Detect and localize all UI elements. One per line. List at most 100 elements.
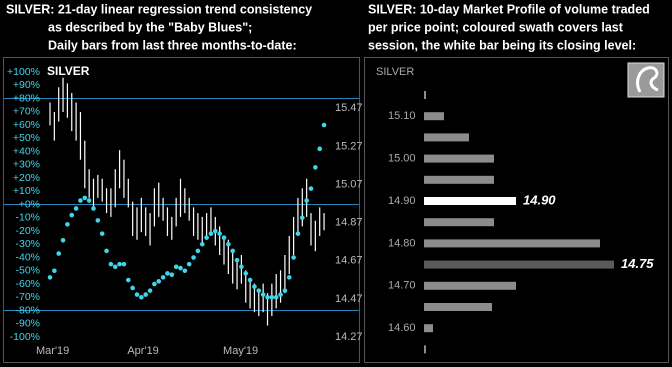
chart-title: as described by the "Baby Blues"; — [48, 20, 252, 34]
bar — [424, 91, 426, 99]
baby-blue-dot — [317, 146, 323, 152]
baby-blue-dot — [204, 235, 209, 240]
y-tick-label: -20% — [15, 225, 40, 237]
bar — [424, 303, 492, 311]
baby-blue-dot — [121, 261, 127, 267]
baby-blue-dot — [260, 292, 266, 297]
bar — [424, 218, 494, 227]
baby-blue-dot — [91, 206, 96, 211]
y-tick-label: 14.80 — [388, 237, 416, 249]
baby-blue-dot — [95, 218, 101, 223]
right-panel — [364, 57, 669, 363]
bar — [424, 133, 469, 142]
y-tick-label: +40% — [13, 145, 40, 157]
baby-blue-dot — [308, 186, 314, 191]
baby-blue-dot — [199, 241, 205, 247]
y-tick-label: -50% — [15, 265, 40, 277]
baby-blue-dot — [139, 294, 144, 300]
baby-blue-dot — [117, 261, 122, 267]
y-tick-label: -30% — [15, 238, 40, 250]
baby-blue-dot — [112, 264, 118, 270]
baby-blue-dot — [156, 279, 162, 284]
y-tick-label: +30% — [13, 159, 40, 171]
baby-blue-dot — [52, 268, 57, 274]
baby-blue-dot — [65, 222, 70, 227]
y2-tick-label: 14.67 — [335, 255, 363, 267]
baby-blue-dot — [291, 255, 296, 260]
y2-tick-label: 15.27 — [335, 140, 363, 152]
bar — [424, 324, 433, 333]
chart-title: SILVER: 21-day linear regression trend c… — [6, 2, 312, 16]
baby-blue-dot — [243, 271, 249, 276]
baby-blue-dot — [213, 228, 218, 234]
baby-blue-dot — [147, 288, 153, 293]
baby-blue-dot — [143, 292, 148, 297]
x-tick-label: May'19 — [223, 345, 258, 357]
y-tick-label: -60% — [15, 278, 40, 290]
chart-label: SILVER — [376, 66, 414, 78]
chart-title: SILVER: 10-day Market Profile of volume … — [368, 2, 650, 16]
bar-label: 14.90 — [523, 192, 556, 207]
baby-blue-dot — [313, 165, 318, 170]
baby-blue-dot — [165, 271, 170, 276]
y-tick-label: +10% — [13, 185, 40, 197]
baby-blue-dot — [295, 231, 301, 236]
baby-blue-dot — [321, 122, 327, 128]
x-tick-label: Apr'19 — [127, 345, 158, 357]
baby-blue-dot — [234, 257, 240, 263]
baby-blue-dot — [134, 292, 140, 297]
chart-title: session, the white bar being its closing… — [368, 38, 636, 52]
baby-blue-dot — [108, 261, 114, 267]
baby-blue-dot — [300, 215, 305, 221]
baby-blue-dot — [152, 281, 157, 287]
baby-blue-dot — [230, 248, 235, 254]
baby-blue-dot — [191, 255, 196, 260]
left-panel — [3, 57, 360, 363]
chart-label: SILVER — [47, 64, 90, 78]
y-tick-label: 15.10 — [388, 110, 416, 122]
baby-blue-dot — [239, 264, 244, 270]
baby-blue-dot — [195, 248, 201, 254]
baby-blue-dot — [182, 268, 188, 274]
baby-blue-dot — [130, 285, 135, 291]
chart-title: per price point; coloured swath covers l… — [368, 20, 624, 34]
logo — [627, 62, 665, 98]
baby-blue-dot — [278, 292, 283, 297]
baby-blue-dot — [78, 198, 83, 203]
y-tick-label: 14.70 — [388, 280, 416, 292]
baby-blue-dot — [104, 248, 109, 254]
bar — [424, 345, 426, 354]
baby-blue-dot — [252, 284, 257, 289]
y2-tick-label: 14.27 — [335, 331, 363, 343]
baby-blue-dot — [47, 275, 53, 280]
baby-blue-dot — [178, 265, 183, 271]
y-tick-label: 14.90 — [388, 195, 416, 207]
y2-tick-label: 14.47 — [335, 293, 363, 305]
bar-label: 14.75 — [621, 256, 654, 271]
baby-blue-dot — [247, 277, 253, 283]
baby-blue-dot — [186, 261, 192, 267]
baby-blue-dot — [99, 231, 105, 236]
baby-blue-dot — [126, 277, 131, 283]
y-tick-label: -100% — [10, 331, 40, 343]
y-tick-label: +60% — [13, 119, 40, 131]
bar — [424, 175, 494, 184]
y-tick-label: 15.00 — [388, 153, 416, 165]
baby-blue-dot — [256, 288, 262, 293]
baby-blue-dot — [56, 251, 61, 256]
baby-blue-dot — [73, 206, 79, 211]
chart-title: Daily bars from last three months-to-dat… — [48, 38, 297, 52]
bar — [424, 239, 600, 248]
baby-blue-dot — [60, 237, 66, 243]
y-tick-label: -70% — [15, 291, 40, 303]
baby-blue-dot — [173, 264, 179, 270]
baby-blue-dot — [226, 241, 231, 247]
y2-tick-label: 14.87 — [335, 217, 363, 229]
bar — [424, 154, 494, 163]
y-tick-label: +50% — [13, 132, 40, 144]
y-tick-label: 14.60 — [388, 322, 416, 334]
y-tick-label: -80% — [15, 304, 40, 316]
y-tick-label: -90% — [15, 318, 40, 330]
